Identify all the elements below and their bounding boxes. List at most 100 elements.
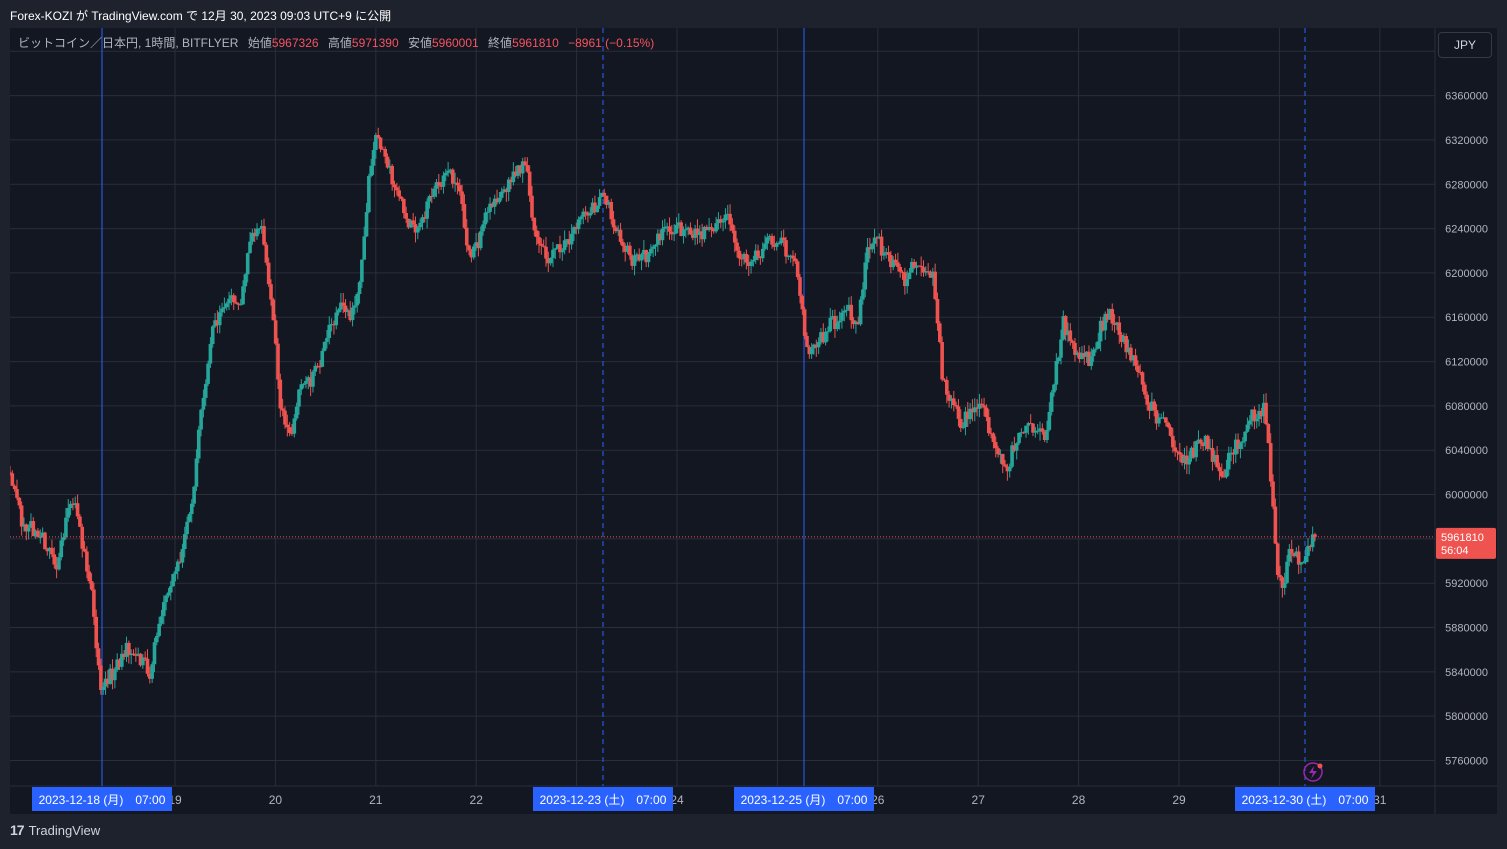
candle-body [1126,347,1131,353]
lightning-alert-icon[interactable] [1303,762,1323,782]
candle-body [674,224,679,234]
candle-body [443,172,448,176]
candle-body [889,255,893,268]
candle-body [1096,341,1101,349]
candle-body [847,304,851,310]
candle-body [346,310,350,313]
candle-body [210,326,215,345]
candle-body [483,212,488,225]
candle-body [1236,439,1240,449]
candle-body [875,237,879,239]
candle-body [106,678,110,684]
candle-body [1133,355,1138,366]
candle-body [1189,447,1194,459]
candle-body [220,308,224,313]
candle-body [653,244,658,247]
candle-body [609,202,614,220]
candle-body [912,261,916,268]
candle-body [800,295,805,310]
candle-body [429,195,434,197]
candle-body [150,664,154,679]
candle-body [928,271,933,278]
candle-body [399,196,404,199]
candle-body [117,659,122,667]
candle-body [1138,371,1143,373]
candle-body [1157,417,1161,424]
candle-body [600,192,604,198]
candle-body [511,171,516,183]
candle-body [851,320,856,325]
candle-body [434,182,439,189]
candle-body [879,236,884,256]
candle-body [1182,455,1187,463]
candle-body [227,298,231,304]
candle-body [103,678,108,687]
candle-body [432,188,436,197]
candle-body [830,316,835,318]
candle-body [945,380,949,395]
candle-body [1280,577,1285,588]
candle-body [397,190,401,197]
candle-body [19,505,24,527]
candle-body [765,237,770,244]
candle-body [318,366,322,368]
y-tick-label: 5840000 [1445,667,1488,679]
candle-body [1275,543,1280,575]
candle-body [572,227,576,234]
candle-body [427,195,432,202]
candle-body [716,219,721,224]
candle-body [155,636,159,643]
candle-body [229,295,234,299]
candle-body [392,184,397,188]
candle-body [68,503,73,509]
candle-body [509,179,513,183]
candle-body [688,227,693,235]
candle-body [651,246,655,249]
chart-area[interactable]: 1920212223242526272829303157600005800000… [8,28,1497,814]
candle-body [1192,447,1196,458]
candle-body [208,344,213,364]
currency-button[interactable]: JPY [1438,32,1492,58]
candle-body [108,668,113,684]
candle-body [993,442,998,449]
candle-body [621,241,625,246]
y-tick-label: 6200000 [1445,268,1488,280]
candle-body [110,668,115,681]
candle-body [1082,353,1087,357]
candle-body [746,262,751,266]
candle-body [788,255,793,257]
y-tick-label: 6080000 [1445,401,1488,413]
candle-body [849,304,854,321]
candle-body [441,175,446,187]
candle-body [774,243,779,247]
candle-body [842,310,847,313]
candle-body [840,312,844,321]
candle-body [213,320,217,327]
candle-body [1212,455,1217,462]
candle-body [793,258,798,262]
candle-body [1285,561,1289,583]
candle-body [252,232,257,237]
candlestick-chart[interactable]: 1920212223242526272829303157600005800000… [8,28,1497,814]
candle-body [1271,481,1275,507]
candle-body [884,252,889,254]
candle-body [64,517,68,538]
candle-body [164,595,168,603]
candle-body [677,222,681,225]
candle-body [469,250,474,258]
candle-body [301,383,306,385]
candle-body [602,192,607,196]
candle-body [231,295,236,303]
candle-body [152,642,157,665]
candle-body [1033,430,1038,433]
candle-body [192,486,196,504]
candle-body [1208,447,1212,449]
candle-body [628,245,632,256]
candle-body [963,411,968,428]
candle-body [203,383,208,398]
candle-body [54,564,59,570]
candle-body [903,272,907,287]
candle-body [917,265,921,267]
candle-body [1075,352,1080,355]
candle-body [1045,429,1049,440]
